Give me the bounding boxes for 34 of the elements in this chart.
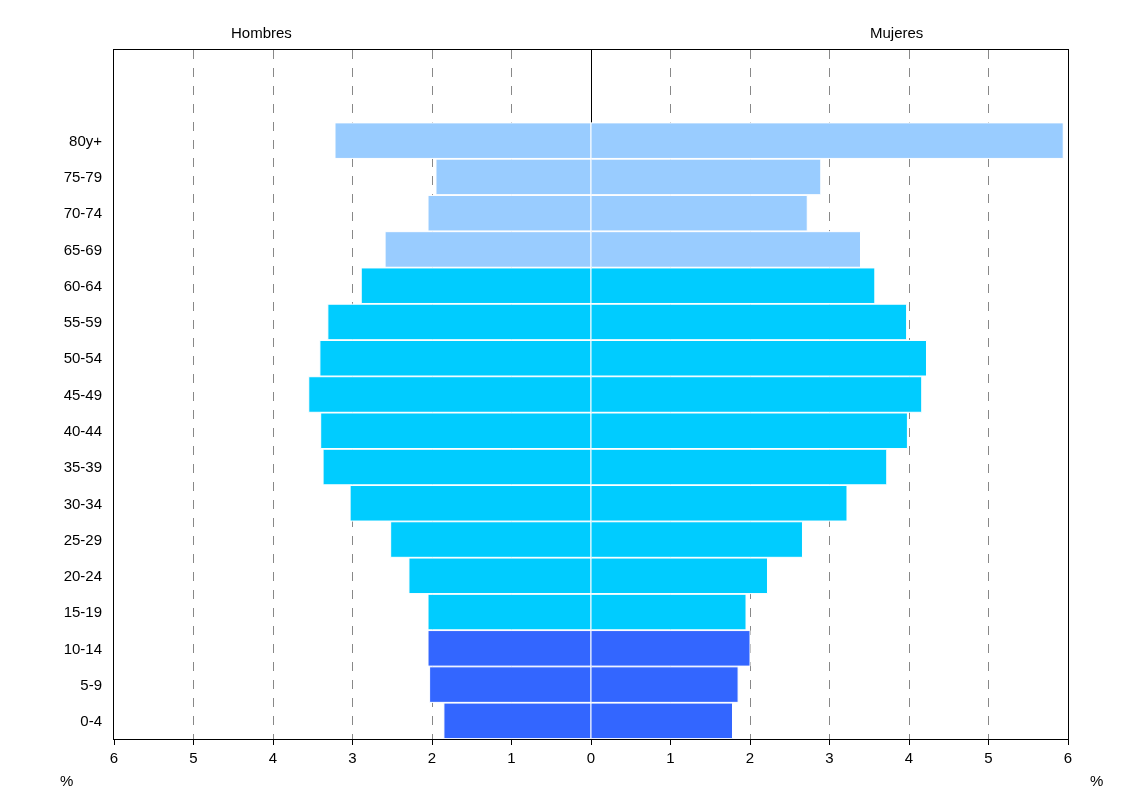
x-tick-label: 3 <box>825 749 834 766</box>
y-tick-label: 0-4 <box>80 712 102 730</box>
y-tick-label: 20-24 <box>63 567 102 585</box>
y-tick-label: 10-14 <box>63 639 102 657</box>
y-tick-label: 60-64 <box>63 276 102 294</box>
y-tick-label: 75-79 <box>63 168 102 186</box>
y-tick-label: 55-59 <box>63 313 102 331</box>
text: % <box>60 772 74 787</box>
x-tick-label: 3 <box>348 749 357 766</box>
y-tick-label: 5-9 <box>80 675 102 693</box>
y-tick-label: 30-34 <box>63 494 102 512</box>
y-tick-label: 50-54 <box>63 349 102 367</box>
y-tick-label: 40-44 <box>63 422 102 440</box>
x-tick-label: 1 <box>507 749 516 766</box>
x-tick-label: 2 <box>745 749 755 766</box>
y-tick-label: 25-29 <box>63 530 102 548</box>
y-tick-label: 65-69 <box>63 240 102 258</box>
y-tick-label: 35-39 <box>63 458 102 476</box>
x-tick-label: 2 <box>427 749 437 766</box>
x-tick-label: 5 <box>189 749 198 766</box>
x-tick-label: 4 <box>904 749 914 766</box>
text: Mujeres <box>870 24 924 41</box>
x-tick-label: 1 <box>666 749 675 766</box>
text: Hombres <box>231 24 292 41</box>
x-tick-label: 6 <box>109 749 119 766</box>
x-tick-label: 4 <box>268 749 278 766</box>
x-tick-label: 0 <box>586 749 596 766</box>
y-tick-label: 15-19 <box>63 603 102 621</box>
y-tick-label: 70-74 <box>63 204 102 222</box>
x-tick-label: 5 <box>984 749 993 766</box>
x-tick-label: 6 <box>1063 749 1073 766</box>
text: % <box>1090 772 1104 787</box>
y-tick-label: 45-49 <box>63 385 102 403</box>
y-tick-label: 80y+ <box>69 131 103 149</box>
